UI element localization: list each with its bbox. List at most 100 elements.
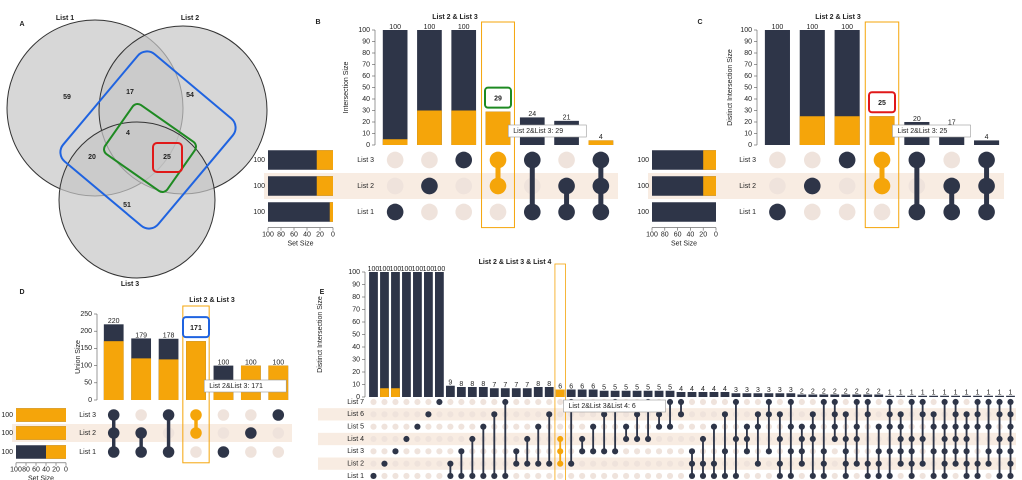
dot-empty (524, 411, 531, 418)
dot-empty (666, 448, 674, 455)
dot-empty (480, 398, 487, 406)
dot-empty (579, 411, 586, 418)
bar (566, 389, 576, 397)
bar (380, 272, 389, 397)
bar (984, 395, 993, 397)
set-tick-label: 100 (10, 467, 22, 474)
value-label: 7 (514, 382, 518, 389)
set-tick-label: 60 (290, 231, 298, 238)
set-name: List 4 (347, 436, 364, 443)
dot-empty (831, 448, 838, 455)
dot-empty (557, 472, 564, 480)
dot (941, 460, 948, 467)
dot-empty (677, 435, 685, 443)
dot-empty (699, 398, 707, 406)
bar (533, 387, 543, 397)
dot-empty (414, 460, 421, 467)
dot (162, 409, 175, 421)
set-axis-label: Set Size (287, 240, 313, 247)
dot (710, 472, 718, 480)
y-tick-label: 40 (352, 344, 360, 351)
y-tick-label: 200 (80, 328, 92, 335)
dot-empty (655, 435, 663, 443)
dot-empty (458, 435, 465, 443)
dot (798, 435, 805, 443)
dot (623, 435, 630, 443)
bar (907, 395, 917, 397)
dot (590, 423, 597, 430)
highlight-bar (391, 388, 400, 397)
dot-empty (557, 411, 564, 418)
panel-letter: D (19, 289, 24, 296)
dot-empty (568, 472, 575, 480)
y-tick-label: 10 (352, 381, 360, 388)
value-label: 100 (389, 24, 401, 31)
value-label: 1 (888, 390, 892, 397)
dot (941, 423, 948, 430)
set-highlight (46, 445, 66, 459)
dot-empty (489, 203, 507, 221)
value-label: 5 (635, 385, 639, 392)
set-highlight (16, 408, 66, 422)
dot (787, 448, 794, 455)
dot-empty (952, 472, 959, 480)
dot (601, 411, 608, 418)
dot-empty (634, 448, 641, 455)
dot (820, 398, 827, 406)
dot (963, 411, 970, 418)
bar (742, 393, 752, 397)
set-highlight (703, 150, 716, 170)
dot-empty (414, 472, 421, 480)
dot-empty (601, 472, 608, 480)
dot-empty (403, 411, 410, 418)
value-label: 5 (613, 385, 617, 392)
dot (873, 177, 891, 195)
highlight-box (59, 50, 237, 230)
bar (962, 395, 971, 397)
dot (919, 460, 926, 467)
dot-empty (436, 423, 443, 430)
dot (458, 472, 465, 480)
value-label: 2 (866, 388, 870, 395)
y-tick-label: 70 (352, 306, 360, 313)
dot (217, 446, 230, 458)
y-tick-label: 80 (352, 294, 360, 301)
dot-empty (688, 435, 696, 443)
y-tick-label: 30 (352, 356, 360, 363)
dot-empty (776, 398, 783, 406)
value-label: 100 (390, 266, 402, 273)
y-tick-label: 50 (352, 331, 360, 338)
dot-empty (838, 177, 856, 195)
set-tick-label: 60 (674, 231, 682, 238)
tooltip-box (203, 379, 287, 393)
highlight-bar (555, 389, 565, 397)
dot-empty (590, 460, 597, 467)
dot (666, 398, 674, 406)
dot (842, 448, 849, 455)
value-label: 4 (701, 386, 705, 393)
dot (908, 151, 926, 169)
value-label: 7 (503, 382, 507, 389)
dot-empty (381, 398, 388, 406)
value-label: 3 (789, 387, 793, 394)
dot-empty (370, 423, 377, 430)
dot (842, 435, 849, 443)
dot (809, 423, 816, 430)
dot (612, 448, 619, 455)
bar (951, 395, 960, 397)
bar (852, 394, 862, 397)
dot (776, 460, 783, 467)
dot (721, 411, 729, 418)
dot (677, 411, 685, 418)
value-label: 7 (492, 382, 496, 389)
dot-empty (392, 472, 399, 480)
dot-empty (370, 411, 377, 418)
bar (797, 394, 807, 397)
callout-box (182, 316, 210, 339)
value-label: 100 (368, 266, 380, 273)
dot-empty (436, 435, 443, 443)
dot (655, 423, 663, 430)
dot-empty (710, 398, 718, 406)
dot-empty (403, 460, 410, 467)
dot (978, 151, 995, 169)
